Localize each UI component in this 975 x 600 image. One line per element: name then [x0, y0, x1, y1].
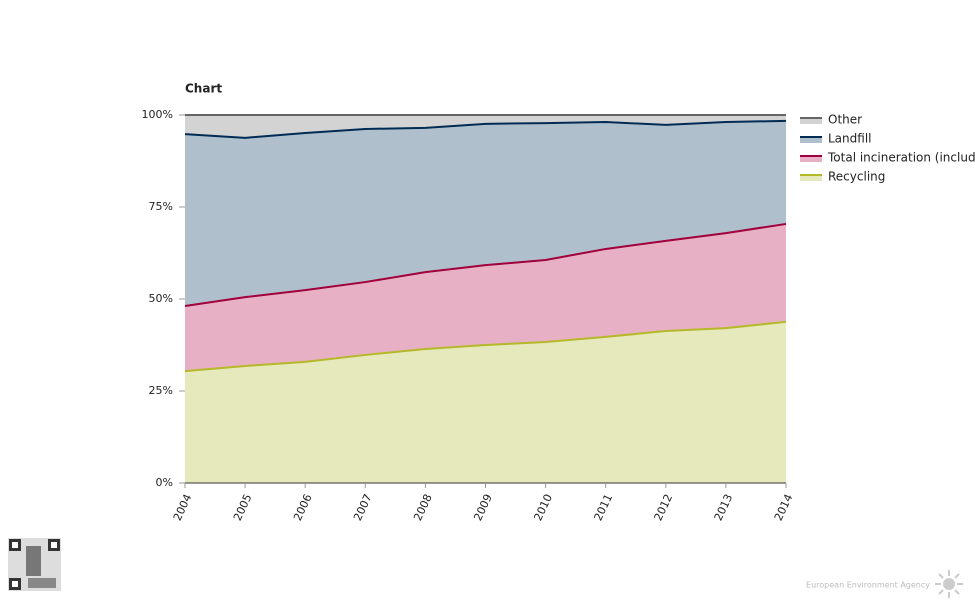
area: [185, 120, 786, 306]
legend-label: Landfill: [828, 132, 872, 146]
legend-swatch: [800, 137, 822, 143]
x-tick-label: 2005: [231, 492, 255, 523]
area: [185, 321, 786, 483]
x-tick-label: 2010: [531, 492, 555, 523]
series-line: [184, 119, 787, 139]
x-tick-label: 2009: [471, 492, 495, 523]
legend-swatch: [800, 156, 822, 162]
x-tick-label: 2012: [652, 492, 676, 523]
y-tick-label: 0%: [156, 476, 173, 489]
legend-label: Other: [828, 113, 862, 127]
y-tick-label: 100%: [142, 108, 173, 121]
footer: European Environment Agency: [806, 581, 930, 590]
x-tick-label: 2008: [411, 492, 435, 523]
eea-logo: [935, 570, 963, 598]
y-tick-label: 50%: [149, 292, 173, 305]
x-tick-label: 2007: [351, 492, 375, 523]
series-line: [184, 320, 787, 373]
x-tick-label: 2014: [772, 492, 796, 523]
y-tick-label: 75%: [149, 200, 173, 213]
y-tick-label: 25%: [149, 384, 173, 397]
legend-swatch: [800, 175, 822, 181]
area: [185, 115, 786, 138]
series-line: [184, 222, 787, 307]
x-tick-label: 2011: [592, 492, 616, 523]
x-tick-label: 2004: [171, 492, 195, 523]
legend-label: Recycling: [828, 170, 885, 184]
legend-label: Total incineration (includ: [827, 151, 975, 165]
chart-title: Chart: [185, 82, 222, 96]
area: [185, 223, 786, 372]
x-tick-label: 2006: [291, 492, 315, 523]
x-tick-label: 2013: [712, 492, 736, 523]
legend-swatch: [800, 118, 822, 124]
qr-code: [8, 538, 61, 591]
